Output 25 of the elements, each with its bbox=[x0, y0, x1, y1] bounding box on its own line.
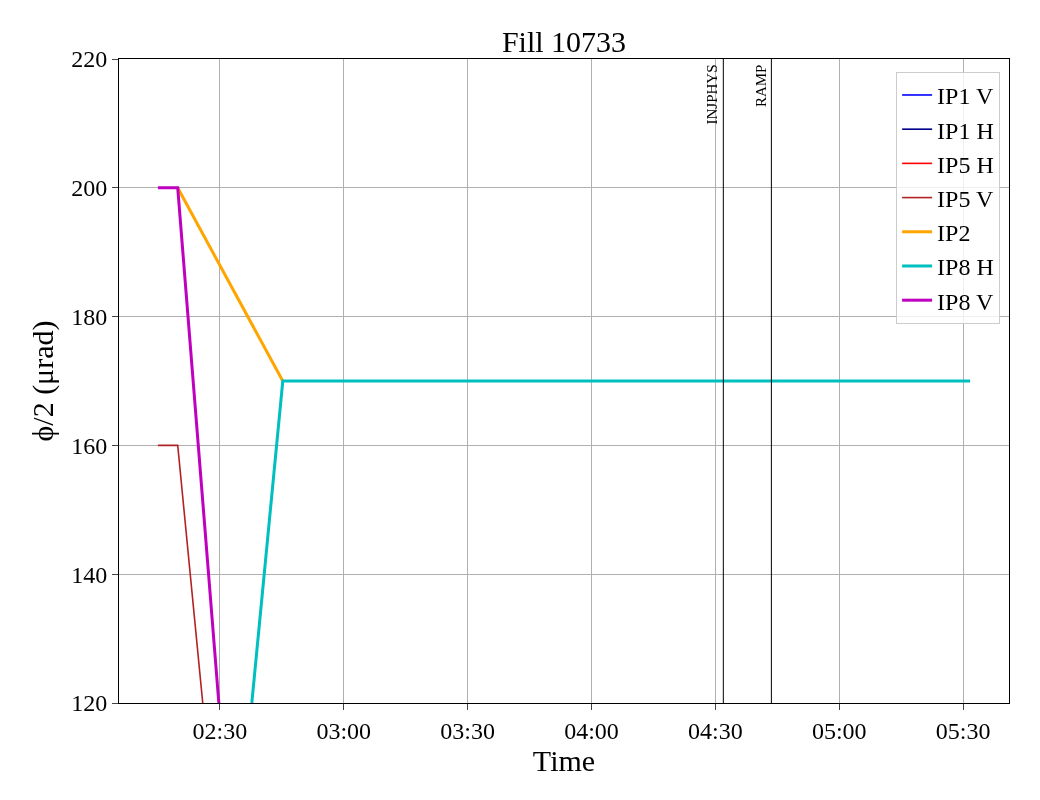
legend-label: IP1 H bbox=[937, 117, 994, 144]
x-tick-label: 03:30 bbox=[440, 717, 495, 744]
legend-label: IP8 H bbox=[937, 254, 994, 281]
y-tick-label: 160 bbox=[71, 432, 108, 459]
x-tick-label: 04:30 bbox=[688, 717, 743, 744]
chart-title: Fill 10733 bbox=[501, 25, 627, 58]
legend-label: IP2 bbox=[937, 220, 971, 247]
y-tick-label: 140 bbox=[71, 561, 108, 588]
y-tick-label: 220 bbox=[71, 46, 108, 73]
x-tick-label: 05:30 bbox=[935, 717, 991, 744]
y-axis-title: ϕ/2 (μrad) bbox=[26, 320, 61, 442]
x-tick-label: 02:30 bbox=[192, 717, 248, 744]
y-tick-label: 180 bbox=[71, 304, 108, 330]
y-tick-label: 120 bbox=[71, 690, 108, 717]
x-tick-label: 03:00 bbox=[316, 717, 372, 744]
ref-line-label: INJPHYS bbox=[704, 64, 721, 125]
x-tick-label: 05:00 bbox=[811, 717, 867, 744]
legend-label: IP8 V bbox=[937, 288, 995, 315]
legend-label: IP1 V bbox=[937, 83, 995, 110]
x-axis-title: Time bbox=[532, 743, 596, 777]
y-tick-label: 200 bbox=[71, 175, 108, 202]
legend-label: IP5 V bbox=[937, 185, 995, 212]
x-tick-label: 04:00 bbox=[564, 717, 619, 744]
legend-label: IP5 H bbox=[937, 151, 994, 178]
ref-line-label: RAMP bbox=[752, 64, 769, 108]
